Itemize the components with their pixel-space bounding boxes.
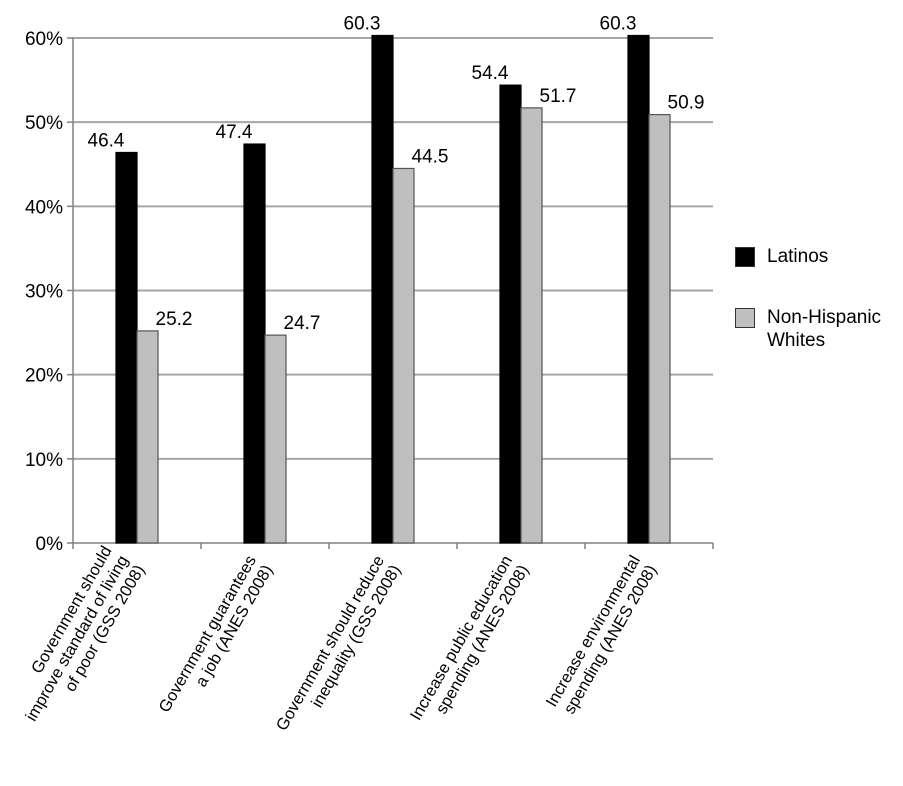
y-tick-label: 20% — [25, 366, 63, 387]
data-label: 44.5 — [412, 146, 449, 167]
y-tick-label: 40% — [25, 197, 63, 218]
bar-non-hispanic-whites — [392, 167, 415, 544]
x-category-label: Government guaranteesa job (ANES 2008) — [155, 553, 276, 726]
bar-non-hispanic-whites — [264, 334, 287, 544]
bar-latinos — [627, 34, 650, 544]
y-tick-label: 30% — [25, 282, 63, 303]
data-label: 46.4 — [88, 130, 125, 151]
data-label: 24.7 — [284, 313, 321, 334]
x-category-label-line: Government guarantees — [155, 553, 260, 716]
data-label: 60.3 — [344, 13, 381, 34]
bar-latinos — [499, 84, 522, 544]
data-label: 51.7 — [540, 86, 577, 107]
y-tick-label: 50% — [25, 113, 63, 134]
legend-label-line: Non-Hispanic — [767, 307, 882, 328]
y-tick-label: 0% — [36, 534, 64, 555]
legend-item-latinos: Latinos — [735, 245, 903, 268]
data-label: 25.2 — [156, 309, 193, 330]
legend-swatch-latinos — [735, 247, 755, 267]
x-category-label: Government should reduceinequality (GSS … — [273, 553, 405, 744]
bar-non-hispanic-whites — [520, 107, 543, 544]
bar-non-hispanic-whites — [136, 330, 159, 544]
x-category-label-line: Government should reduce — [273, 553, 388, 734]
legend-label-line: Whites — [767, 330, 826, 351]
data-label: 60.3 — [600, 13, 637, 34]
legend: Latinos Non-Hispanic Whites — [735, 245, 903, 390]
bar-latinos — [243, 143, 266, 544]
data-label: 50.9 — [668, 93, 705, 114]
x-category-label-line: improve standard of living — [22, 553, 132, 725]
data-label: 47.4 — [216, 122, 253, 143]
x-category-label: Increase environmentalspending (ANES 200… — [543, 553, 661, 720]
legend-swatch-non-hispanic-whites — [735, 308, 755, 328]
legend-label-latinos: Latinos — [767, 246, 829, 267]
x-category-label: Increase public educationspending (ANES … — [407, 553, 533, 734]
x-category-label: Government shouldimprove standard of liv… — [6, 543, 149, 734]
x-category-label-line: Increase public education — [407, 553, 516, 724]
legend-item-non-hispanic-whites: Non-Hispanic Whites — [735, 306, 903, 352]
bar-latinos — [371, 34, 394, 544]
data-label: 54.4 — [472, 63, 509, 84]
y-tick-label: 60% — [25, 29, 63, 50]
bar-non-hispanic-whites — [648, 113, 671, 544]
y-tick-label: 10% — [25, 450, 63, 471]
bar-latinos — [115, 151, 138, 544]
legend-label-non-hispanic-whites: Non-Hispanic Whites — [767, 306, 903, 352]
